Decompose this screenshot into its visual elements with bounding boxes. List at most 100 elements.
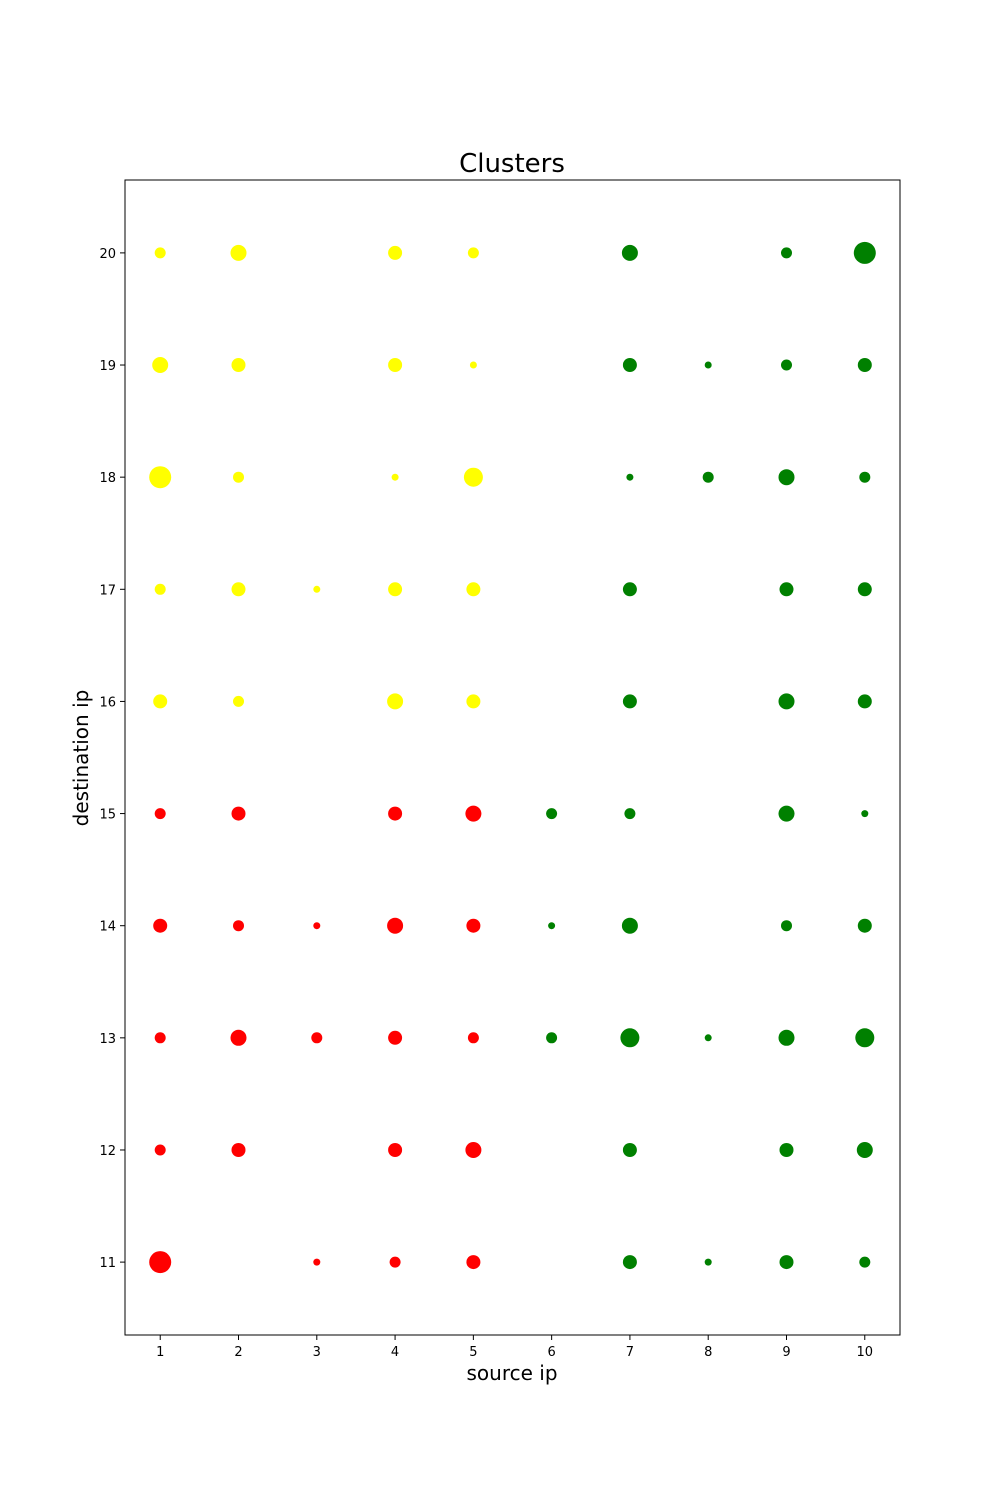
y-tick-label: 12	[99, 1144, 116, 1159]
scatter-point	[704, 1034, 712, 1042]
scatter-point	[313, 585, 321, 593]
scatter-point	[622, 1255, 637, 1270]
scatter-point	[779, 582, 794, 597]
y-axis-ticks: 11 12 13 14 15 16 17 18 19 20	[99, 247, 125, 1271]
scatter-point	[621, 244, 638, 261]
scatter-point	[781, 247, 792, 259]
scatter-point	[388, 245, 403, 260]
scatter-point	[466, 694, 481, 709]
scatter-point	[391, 473, 399, 481]
scatter-point	[548, 922, 556, 930]
scatter-point	[857, 694, 872, 709]
plot-frame	[124, 179, 901, 1336]
y-tick-label: 14	[99, 920, 116, 935]
scatter-point	[465, 805, 482, 822]
x-tick-label: 4	[391, 1345, 399, 1360]
y-tick-label: 13	[99, 1032, 116, 1047]
scatter-point	[230, 244, 247, 261]
scatter-point	[781, 920, 792, 932]
y-tick-label: 16	[99, 695, 116, 710]
scatter-point	[387, 693, 404, 710]
scatter-point	[622, 1143, 637, 1157]
scatter-point	[154, 1032, 166, 1044]
y-tick-label: 11	[99, 1256, 116, 1271]
chart-title: Clusters	[459, 149, 565, 179]
scatter-point	[778, 1029, 795, 1046]
scatter-point	[702, 471, 714, 483]
scatter-point	[620, 1028, 640, 1048]
scatter-point	[388, 1030, 403, 1045]
scatter-point	[153, 918, 168, 933]
y-tick-label: 20	[99, 247, 116, 262]
scatter-point	[779, 1255, 794, 1270]
scatter-point	[388, 1143, 403, 1157]
scatter-point	[231, 582, 246, 597]
scatter-point	[778, 805, 795, 822]
scatter-point	[859, 471, 871, 483]
scatter-point	[857, 918, 872, 933]
scatter-point	[313, 1258, 321, 1266]
scatter-point	[704, 1258, 712, 1266]
scatter-point	[231, 1143, 246, 1157]
scatter-point	[463, 467, 483, 487]
x-tick-label: 6	[548, 1345, 556, 1360]
y-tick-label: 17	[99, 583, 116, 598]
scatter-point	[233, 471, 244, 483]
x-axis-title: source ip	[466, 1361, 557, 1385]
scatter-point	[231, 806, 246, 821]
scatter-point	[626, 473, 634, 481]
scatter-point	[466, 918, 481, 933]
scatter-point	[311, 1032, 323, 1044]
scatter-point	[387, 917, 404, 934]
scatter-point	[621, 917, 638, 934]
x-tick-label: 10	[856, 1345, 873, 1360]
x-axis-ticks: 1 2 3 4 5 6 7 8 9 10	[156, 1335, 873, 1360]
scatter-point	[622, 358, 637, 372]
scatter-point	[233, 920, 244, 932]
scatter-point	[149, 466, 172, 489]
scatter-point	[154, 1144, 166, 1156]
scatter-point	[853, 241, 876, 264]
scatter-point	[778, 693, 795, 710]
x-tick-label: 5	[469, 1345, 477, 1360]
x-tick-label: 7	[626, 1345, 634, 1360]
scatter-point	[233, 695, 244, 707]
scatter-point	[859, 1256, 871, 1268]
scatter-point	[231, 358, 246, 372]
scatter-point	[389, 1256, 401, 1268]
x-tick-label: 9	[782, 1345, 790, 1360]
scatter-point	[781, 359, 792, 371]
scatter-point	[153, 694, 168, 709]
scatter-point	[622, 694, 637, 709]
scatter-point	[624, 808, 636, 820]
scatter-point	[855, 1028, 875, 1048]
scatter-point	[466, 582, 481, 597]
x-tick-label: 3	[313, 1345, 321, 1360]
x-tick-label: 2	[234, 1345, 242, 1360]
scatter-points	[149, 241, 876, 1274]
scatter-point	[313, 922, 321, 930]
scatter-point	[469, 361, 477, 369]
y-tick-label: 15	[99, 808, 116, 823]
scatter-point	[622, 582, 637, 597]
scatter-point	[388, 806, 403, 821]
scatter-point	[546, 1032, 558, 1044]
scatter-point	[152, 357, 169, 373]
y-axis-title: destination ip	[69, 690, 93, 827]
scatter-point	[856, 1142, 873, 1158]
y-tick-label: 18	[99, 471, 116, 486]
scatter-point	[465, 1142, 482, 1158]
y-tick-label: 19	[99, 359, 116, 374]
scatter-point	[467, 1032, 479, 1044]
scatter-point	[857, 358, 872, 372]
scatter-point	[861, 810, 869, 818]
x-tick-label: 1	[156, 1345, 164, 1360]
scatter-point	[388, 582, 403, 597]
scatter-point	[778, 469, 795, 486]
scatter-point	[704, 361, 712, 369]
scatter-point	[546, 808, 558, 820]
scatter-point	[388, 358, 403, 372]
scatter-point	[149, 1251, 172, 1274]
scatter-point	[230, 1029, 247, 1046]
